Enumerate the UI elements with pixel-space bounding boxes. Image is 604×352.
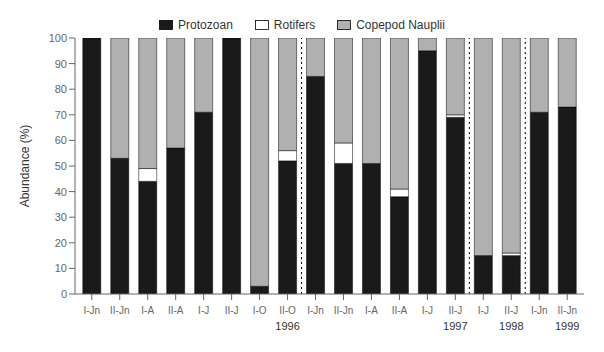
html-text:Protozoan: Protozoan (178, 18, 233, 32)
svg-text:50: 50 (55, 160, 67, 172)
svg-text:20: 20 (55, 237, 67, 249)
svg-text:0: 0 (61, 288, 67, 300)
svg-text:I-A: I-A (141, 305, 154, 316)
svg-text:40: 40 (55, 186, 67, 198)
svg-text:II-J: II-J (225, 305, 239, 316)
svg-text:I-Jn: I-Jn (307, 305, 324, 316)
svg-text:II-Jn: II-Jn (334, 305, 353, 316)
svg-text:80: 80 (55, 83, 67, 95)
svg-text:I-O: I-O (253, 305, 267, 316)
svg-text:60: 60 (55, 134, 67, 146)
svg-text:I-Jn: I-Jn (531, 305, 548, 316)
svg-text:II-A: II-A (392, 305, 408, 316)
svg-text:1998: 1998 (499, 320, 523, 332)
html-text:Rotifers: Rotifers (273, 18, 316, 32)
svg-text:I-J: I-J (422, 305, 433, 316)
svg-text:1999: 1999 (555, 320, 579, 332)
svg-text:II-Jn: II-Jn (557, 305, 576, 316)
svg-text:II-O: II-O (279, 305, 296, 316)
svg-text:I-A: I-A (365, 305, 378, 316)
svg-text:1996: 1996 (275, 320, 299, 332)
svg-text:I-J: I-J (198, 305, 209, 316)
svg-text:1997: 1997 (443, 320, 467, 332)
svg-text:II-A: II-A (168, 305, 184, 316)
svg-text:90: 90 (55, 58, 67, 70)
svg-text:70: 70 (55, 109, 67, 121)
svg-text:10: 10 (55, 262, 67, 274)
svg-text:I-Jn: I-Jn (83, 305, 100, 316)
svg-text:100: 100 (49, 32, 67, 44)
svg-text:II-Jn: II-Jn (110, 305, 129, 316)
svg-text:30: 30 (55, 211, 67, 223)
svg-text:II-J: II-J (504, 305, 518, 316)
svg-text:II-J: II-J (448, 305, 462, 316)
html-text:Copepod Nauplii: Copepod Nauplii (356, 18, 445, 32)
svg-text:I-J: I-J (478, 305, 489, 316)
svg-text:Abundance (%): Abundance (%) (18, 125, 32, 208)
